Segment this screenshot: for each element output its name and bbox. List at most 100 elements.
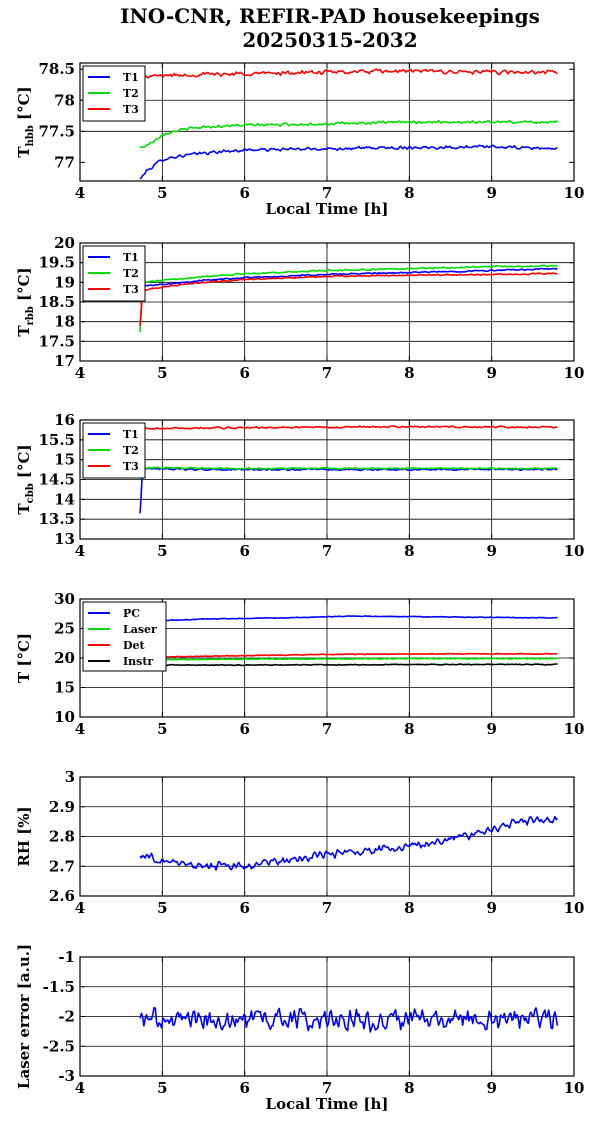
axes-frame <box>79 62 575 182</box>
legend-label: T3 <box>123 283 139 296</box>
legend: T1 T2 T3 <box>82 65 146 122</box>
legend-label: T3 <box>123 460 139 473</box>
x-tick-label: 7 <box>322 720 332 738</box>
subplot-4: 4 5 6 7 8 9 10 10 15 20 25 30 T [°C] PC Laser Det Instr <box>15 590 584 738</box>
x-tick-label: 6 <box>239 364 249 382</box>
x-tick-label: 4 <box>75 720 85 738</box>
axes-frame <box>79 956 575 1077</box>
x-axis-label: Local Time [h] <box>266 200 389 218</box>
x-tick-label: 10 <box>564 1079 585 1097</box>
x-tick-label: 5 <box>157 364 167 382</box>
x-tick-label: 10 <box>564 720 585 738</box>
series-line-t2 <box>139 264 558 332</box>
y-tick-label: 25 <box>54 620 75 638</box>
x-tick-label: 9 <box>486 720 496 738</box>
y-tick-label: 15 <box>54 679 75 697</box>
y-tick-label: 30 <box>54 590 75 608</box>
y-tick-label: 14 <box>54 490 75 508</box>
x-tick-label: 4 <box>75 899 85 917</box>
x-tick-label: 7 <box>322 542 332 560</box>
legend-label: T3 <box>123 103 139 116</box>
y-axis-label: Tcbb [°C] <box>15 444 36 514</box>
y-tick-label: -2.5 <box>43 1037 75 1055</box>
x-tick-label: 4 <box>75 364 85 382</box>
x-tick-label: 6 <box>239 899 249 917</box>
legend-label: T1 <box>123 251 139 264</box>
y-tick-label: 2.8 <box>49 828 75 846</box>
x-tick-label: 10 <box>564 899 585 917</box>
y-tick-label: 19 <box>54 273 75 291</box>
x-tick-label: 9 <box>486 184 496 202</box>
axes-frame <box>79 242 575 362</box>
y-tick-label: 19.5 <box>38 254 75 272</box>
y-tick-label: 78 <box>54 91 75 109</box>
legend-label: T1 <box>123 428 139 441</box>
x-tick-label: 10 <box>564 184 585 202</box>
y-tick-label: 15 <box>54 451 75 469</box>
y-axis-label: Laser error [a.u.] <box>15 944 33 1089</box>
y-tick-label: 77.5 <box>38 122 75 140</box>
legend: PC Laser Det Instr <box>82 601 167 672</box>
x-tick-label: 5 <box>157 1079 167 1097</box>
axes-frame <box>79 419 575 540</box>
x-tick-label: 10 <box>564 364 585 382</box>
x-tick-label: 9 <box>486 1079 496 1097</box>
legend-label: Det <box>123 639 146 652</box>
y-axis-label: Trbb [°C] <box>15 267 36 336</box>
x-tick-label: 7 <box>322 899 332 917</box>
y-tick-label: -1 <box>58 948 75 966</box>
x-tick-label: 9 <box>486 542 496 560</box>
series-line-instr <box>140 663 558 667</box>
x-tick-label: 8 <box>404 542 414 560</box>
chart-title-line-2: 20250315-2032 <box>242 28 418 52</box>
series-line-laser <box>140 657 558 661</box>
x-tick-label: 5 <box>157 542 167 560</box>
series-line-pc <box>140 615 558 623</box>
subplot-5: 4 5 6 7 8 9 10 2.6 2.7 2.8 2.9 3 RH [%] <box>15 768 584 917</box>
y-tick-label: 13.5 <box>38 510 75 528</box>
x-axis-label: Local Time [h] <box>266 1095 389 1113</box>
series-line-t1 <box>139 267 558 327</box>
y-tick-label: 10 <box>54 708 75 726</box>
x-tick-label: 8 <box>404 720 414 738</box>
legend-label: T2 <box>123 87 139 100</box>
x-tick-label: 7 <box>322 1079 332 1097</box>
x-tick-label: 4 <box>75 542 85 560</box>
y-tick-label: 13 <box>54 530 75 548</box>
y-tick-label: 2.7 <box>49 857 75 875</box>
legend: T1 T2 T3 <box>82 245 146 302</box>
y-tick-label: 17 <box>54 352 75 370</box>
legend-label: T2 <box>123 267 139 280</box>
chart-title-line-1: INO-CNR, REFIR-PAD housekeepings <box>120 4 540 28</box>
x-tick-label: 4 <box>75 184 85 202</box>
y-axis-label: RH [%] <box>15 806 33 866</box>
legend-label: T1 <box>123 71 139 84</box>
legend-label: PC <box>123 607 140 620</box>
x-tick-label: 9 <box>486 899 496 917</box>
y-tick-label: 78.5 <box>38 60 75 78</box>
x-tick-label: 9 <box>486 364 496 382</box>
y-tick-label: 20 <box>54 649 75 667</box>
y-tick-label: -3 <box>58 1067 75 1085</box>
x-tick-label: 7 <box>322 184 332 202</box>
series-line-t2 <box>139 119 559 149</box>
y-tick-label: 18.5 <box>38 293 75 311</box>
y-tick-label: 2.6 <box>49 887 75 905</box>
y-tick-label: 77 <box>54 153 75 171</box>
x-tick-label: 8 <box>404 184 414 202</box>
x-tick-label: 8 <box>404 364 414 382</box>
y-tick-label: 16 <box>54 411 75 429</box>
y-tick-label: 3 <box>65 768 75 786</box>
subplot-6: 4 5 6 7 8 9 10 -3 -2.5 -2 -1.5 -1 Laser error [a.u.]… <box>15 944 584 1113</box>
x-tick-label: 8 <box>404 899 414 917</box>
y-tick-label: 14.5 <box>38 471 75 489</box>
x-tick-label: 5 <box>157 184 167 202</box>
series-line-data <box>139 1006 559 1033</box>
x-tick-label: 5 <box>157 720 167 738</box>
y-tick-label: -1.5 <box>43 978 75 996</box>
series-line-t3 <box>139 272 558 327</box>
y-tick-label: -2 <box>58 1008 75 1026</box>
